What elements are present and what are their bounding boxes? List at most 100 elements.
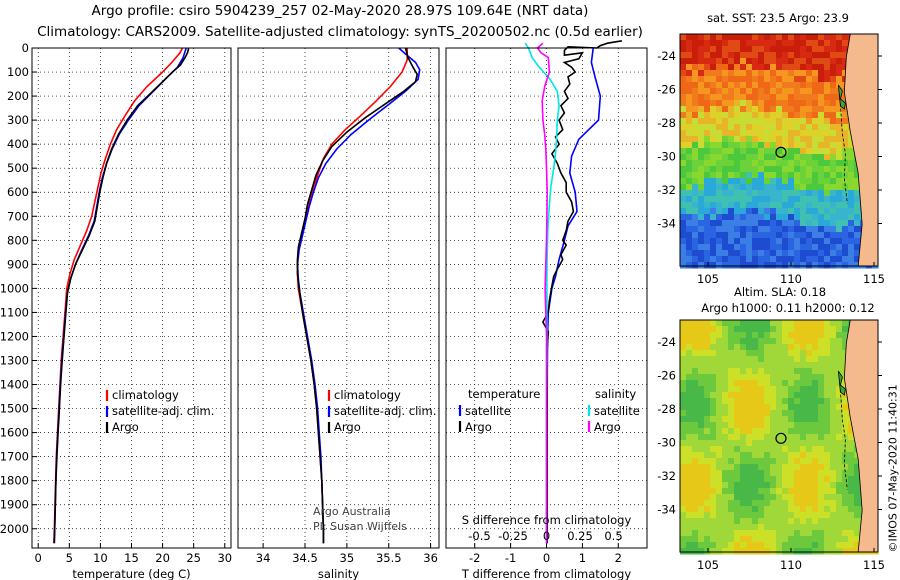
y-tick-label: 1600 <box>0 426 29 440</box>
map-sst-lat-label: -30 <box>657 150 676 164</box>
credit-line-1: Argo Australia <box>313 505 391 518</box>
y-tick-label: 1000 <box>0 281 29 295</box>
plot-frame-salinity <box>237 47 440 549</box>
title-line-2: Climatology: CARS2009. Satellite-adjuste… <box>37 24 643 40</box>
x-axis-label-salinity: salinity <box>318 567 359 580</box>
map-sla-lat-label: -34 <box>657 503 676 517</box>
legend-sal-label: climatology <box>334 388 401 402</box>
legend-diff-t-sat: satellite <box>465 404 511 418</box>
legend-diff-s-sat: satellite <box>594 404 640 418</box>
y-tick-label: 1500 <box>0 402 29 416</box>
x-tick-label-temperature: 10 <box>93 551 108 565</box>
series-climatology <box>53 47 184 544</box>
x-tick-label-salinity: 35.5 <box>376 551 402 565</box>
x-tick-label-temperature: 25 <box>186 551 201 565</box>
map-sst-frame <box>679 33 879 267</box>
y-tick-label: 1700 <box>0 450 29 464</box>
y-tick-label: 900 <box>7 257 29 271</box>
map-sst-lat-label: -28 <box>657 116 676 130</box>
x-tick-label-temperature: 30 <box>217 551 232 565</box>
legend-sal-label: satellite-adj. clim. <box>334 404 436 418</box>
map-sst-lon-label: 115 <box>863 272 885 286</box>
y-tick-label: 200 <box>7 89 29 103</box>
map-sst-argo-position <box>775 146 787 158</box>
map-sla-lon-label: 110 <box>780 558 802 572</box>
y-tick-label: 1400 <box>0 378 29 392</box>
x-tick-label-salinity: 36 <box>423 551 438 565</box>
map-sla-title-1: Altim. SLA: 0.18 <box>733 285 827 299</box>
map-sst <box>679 33 882 269</box>
map-sla-argo-position <box>775 432 787 444</box>
map-sla-lat-label: -28 <box>657 402 676 416</box>
series-argo <box>296 47 419 544</box>
y-tick-label: 600 <box>7 185 29 199</box>
y-tick-label: 100 <box>7 65 29 79</box>
y-tick-label: 1100 <box>0 305 29 319</box>
x-tick-label-salinity: 34 <box>256 551 271 565</box>
y-tick-label: 0 <box>22 41 29 55</box>
s-tick-label: -0.25 <box>498 529 528 543</box>
s-axis-label: S difference from climatology <box>462 513 632 527</box>
legend-temp-label: climatology <box>112 388 179 402</box>
map-sst-title: sat. SST: 23.5 Argo: 23.9 <box>707 11 849 25</box>
map-sla <box>679 319 882 555</box>
legend-diff-t-title: temperature <box>468 387 540 401</box>
y-tick-label: 700 <box>7 209 29 223</box>
map-sla-lon-label: 105 <box>697 558 719 572</box>
y-tick-label: 1900 <box>0 498 29 512</box>
plot-frame-temperature <box>31 47 232 549</box>
map-sla-lat-label: -32 <box>657 469 676 483</box>
plot-frame-differences <box>445 47 648 549</box>
legend-sal-label: Argo <box>334 420 361 434</box>
s-tick-label: -0.5 <box>468 529 490 543</box>
map-sst-shelf-contour <box>839 103 848 204</box>
x-tick-label-differences: 0 <box>543 551 550 565</box>
x-tick-label-differences: 1 <box>579 551 586 565</box>
y-tick-label: 300 <box>7 113 29 127</box>
legend-temp-label: satellite-adj. clim. <box>112 404 214 418</box>
map-sla-lat-label: -24 <box>657 335 676 349</box>
map-sla-lat-label: -26 <box>657 369 676 383</box>
series-climatology <box>296 48 408 544</box>
series-s-argo <box>536 42 551 544</box>
map-sst-lat-label: -34 <box>657 217 676 231</box>
x-tick-label-differences: 2 <box>615 551 622 565</box>
map-sst-lat-label: -26 <box>657 83 676 97</box>
map-sst-lon-label: 105 <box>697 272 719 286</box>
x-axis-label-temperature: temperature (deg C) <box>72 567 190 580</box>
y-tick-label: 1800 <box>0 474 29 488</box>
x-tick-label-differences: -2 <box>469 551 480 565</box>
y-tick-label: 1200 <box>0 329 29 343</box>
x-tick-label-temperature: 0 <box>35 551 42 565</box>
series-argo <box>53 47 190 544</box>
y-tick-label: 2000 <box>0 522 29 536</box>
imos-watermark: ©IMOS 07-May-2020 11:40:31 <box>886 384 900 553</box>
x-tick-label-temperature: 15 <box>124 551 139 565</box>
credit-line-2: PI: Susan Wijffels <box>313 520 407 533</box>
legend-temp-label: Argo <box>112 420 139 434</box>
legend-diff-t-argo: Argo <box>465 420 492 434</box>
map-sla-lat-label: -30 <box>657 436 676 450</box>
legend-diff-s-title: salinity <box>595 387 636 401</box>
title-line-1: Argo profile: csiro 5904239_257 02-May-2… <box>91 3 589 19</box>
y-tick-label: 400 <box>7 137 29 151</box>
map-sst-lon-label: 110 <box>780 272 802 286</box>
x-tick-label-salinity: 35 <box>340 551 355 565</box>
x-axis-label-differences: T difference from climatology <box>461 567 632 580</box>
map-sst-lat-label: -24 <box>657 49 676 63</box>
legend-diff-s-argo: Argo <box>594 420 621 434</box>
x-tick-label-salinity: 34.5 <box>292 551 318 565</box>
y-tick-label: 1300 <box>0 354 29 368</box>
series-t-satellite <box>546 47 602 544</box>
map-sla-title-2: Argo h1000: 0.11 h2000: 0.12 <box>701 301 875 315</box>
x-tick-label-differences: -1 <box>505 551 516 565</box>
y-tick-label: 800 <box>7 233 29 247</box>
map-sst-lat-label: -32 <box>657 183 676 197</box>
s-tick-label: 0 <box>543 529 550 543</box>
x-tick-label-temperature: 20 <box>155 551 170 565</box>
map-sla-frame <box>679 319 879 553</box>
s-tick-label: 0.25 <box>567 529 593 543</box>
map-sla-lon-label: 115 <box>863 558 885 572</box>
x-tick-label-temperature: 5 <box>66 551 73 565</box>
